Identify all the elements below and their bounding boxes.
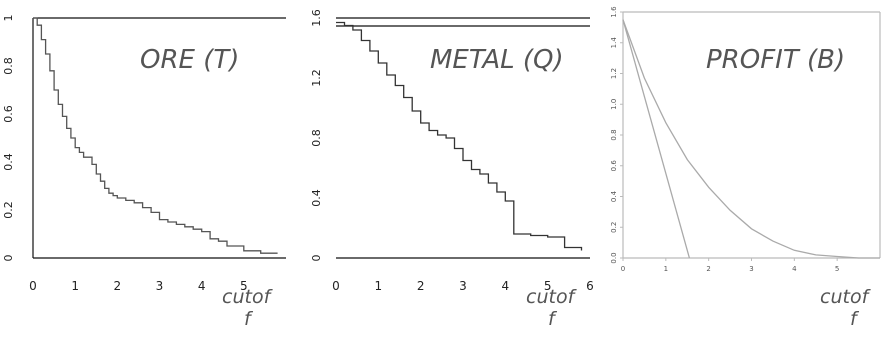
metal-chart-title: METAL (Q) — [430, 45, 564, 75]
profit-y-tick-label: 0.4 — [610, 190, 618, 202]
ore-y-tick-label: 0.4 — [2, 153, 15, 171]
profit-y-tick-label: 0.2 — [610, 222, 618, 233]
ore-series-line-1 — [33, 17, 278, 254]
metal-x-axis-label-line-2: f — [548, 308, 558, 330]
ore-x-axis-label-line-1: cutof — [222, 286, 274, 308]
profit-series-line-1 — [622, 19, 880, 259]
profit-y-tick-label: 1.2 — [610, 68, 618, 79]
profit-y-tick-label: 0.6 — [610, 160, 618, 172]
metal-y-tick-label: 0 — [310, 255, 323, 262]
profit-x-tick-label: 0 — [621, 265, 625, 273]
profit-chart-title: PROFIT (B) — [706, 45, 845, 75]
ore-x-tick-label: 1 — [71, 279, 79, 293]
ore-y-tick-label: 0.6 — [2, 105, 15, 123]
ore-x-axis-label-line-2: f — [244, 308, 254, 330]
metal-x-tick-label: 4 — [502, 279, 510, 293]
profit-x-tick-label: 3 — [749, 265, 753, 273]
metal-x-axis-label-line-1: cutof — [526, 286, 578, 308]
profit-chart: 0 1 2 3 4 5 0.0 0.2 0.4 0.6 0.8 1.0 1.2 1.4 1.6 PROFIT … — [610, 6, 881, 330]
profit-y-tick-label: 1.4 — [610, 37, 618, 49]
profit-x-tick-label: 2 — [706, 265, 710, 273]
metal-y-tick-label: 1.6 — [310, 9, 323, 27]
profit-x-tick-label: 1 — [664, 265, 668, 273]
profit-y-tick-label: 0.8 — [610, 129, 618, 140]
metal-x-tick-label: 5 — [544, 279, 552, 293]
ore-x-tick-label: 5 — [240, 279, 248, 293]
ore-x-tick-label: 4 — [198, 279, 206, 293]
profit-x-axis-label-line-1: cutof — [820, 286, 872, 308]
ore-y-tick-label: 0 — [2, 255, 15, 262]
metal-x-tick-label: 0 — [332, 279, 340, 293]
metal-x-tick-label: 6 — [586, 279, 594, 293]
profit-y-tick-label: 1.0 — [610, 99, 618, 110]
ore-x-tick-label: 3 — [156, 279, 164, 293]
ore-y-tick-label: 0.2 — [2, 201, 15, 219]
metal-y-tick-label: 0.4 — [310, 189, 323, 207]
metal-series-line-1 — [336, 21, 583, 251]
ore-y-tick-label: 1 — [2, 15, 15, 22]
ore-y-tick-label: 0.8 — [2, 57, 15, 75]
profit-y-tick-label: 0.0 — [610, 252, 618, 263]
profit-x-tick-label: 4 — [792, 265, 797, 273]
ore-x-tick-label: 0 — [29, 279, 37, 293]
profit-series-line-2 — [622, 19, 691, 259]
metal-x-tick-label: 3 — [459, 279, 467, 293]
metal-x-tick-label: 2 — [417, 279, 425, 293]
profit-y-tick-label: 1.6 — [610, 6, 618, 18]
profit-x-tick-label: 5 — [835, 265, 839, 273]
metal-y-tick-label: 1.2 — [310, 69, 323, 87]
ore-chart-title: ORE (T) — [140, 45, 239, 75]
metal-x-tick-label: 1 — [375, 279, 383, 293]
ore-x-tick-label: 2 — [114, 279, 122, 293]
profit-x-axis-label-line-2: f — [850, 308, 860, 330]
metal-y-tick-label: 0.8 — [310, 129, 323, 147]
